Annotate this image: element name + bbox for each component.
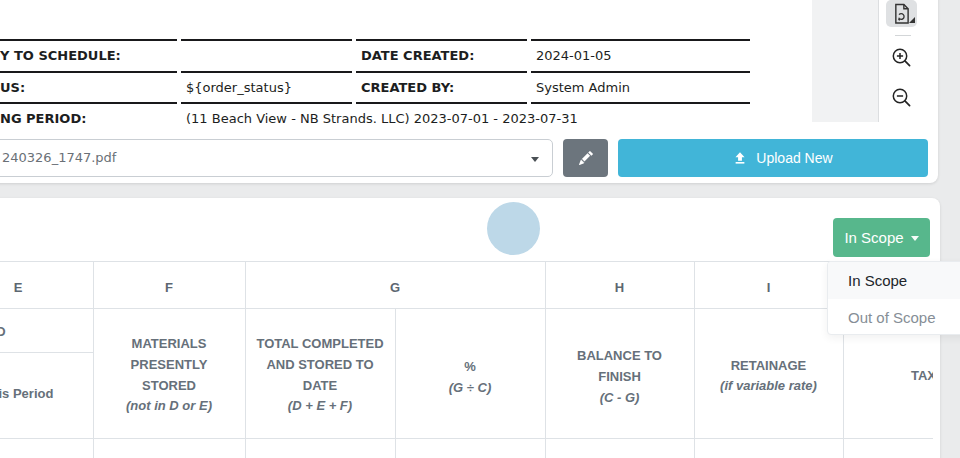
header-percent: % (395, 356, 545, 377)
continuation-sheet-table: E F G H I WORK COMPLETED This Period MAT… (0, 261, 933, 458)
header-this-period: This Period (0, 383, 93, 404)
column-letter-g: G (245, 280, 545, 296)
header-percent-note: (G ÷ C) (395, 377, 545, 398)
highlight-circle (487, 202, 540, 255)
zoom-out-button[interactable] (891, 87, 913, 113)
info-value-created-by: System Admin (536, 80, 630, 95)
caret-down-icon (911, 236, 919, 241)
info-table-line (0, 71, 177, 73)
corner-triangle-icon (909, 17, 915, 23)
header-work-completed: WORK COMPLETED (0, 321, 93, 342)
column-letter-i: I (694, 280, 843, 296)
page-rotate-icon (893, 3, 910, 25)
header-materials: MATERIALS PRESENTLY STORED (93, 333, 245, 396)
info-label-schedule: Y TO SCHEDULE: (0, 48, 121, 63)
info-table-line (0, 102, 177, 104)
pdf-viewer-edge (812, 0, 879, 122)
info-label-status: US: (0, 80, 25, 95)
scope-button-label: In Scope (844, 229, 903, 246)
info-table-line (181, 39, 352, 41)
menu-item-in-scope[interactable]: In Scope (828, 262, 960, 299)
zoom-in-icon (891, 47, 913, 69)
info-label-billing-period: NG PERIOD: (0, 111, 86, 126)
info-table-line (531, 39, 750, 41)
header-materials-note: (not in D or E) (93, 395, 245, 416)
info-table-line (0, 39, 177, 41)
info-table-line (181, 71, 352, 73)
table-border (0, 261, 933, 262)
column-letter-h: H (545, 280, 694, 296)
header-balance: BALANCE TO FINISH (545, 345, 694, 387)
info-table-line (356, 102, 527, 104)
upload-new-button[interactable]: Upload New (618, 139, 928, 177)
info-table-line (356, 39, 527, 41)
info-table-line (531, 71, 750, 73)
table-border (0, 438, 933, 439)
zoom-in-button[interactable] (891, 47, 913, 73)
menu-item-out-of-scope[interactable]: Out of Scope (828, 299, 960, 335)
header-total-note: (D + E + F) (245, 395, 395, 416)
header-balance-note: (C - G) (545, 387, 694, 408)
table-border (0, 308, 933, 309)
info-label-date-created: DATE CREATED: (361, 48, 474, 63)
zoom-out-icon (891, 87, 913, 109)
info-table-line (356, 71, 527, 73)
info-value-date-created: 2024-01-05 (536, 48, 612, 63)
info-table-line (181, 102, 352, 104)
column-letter-f: F (93, 280, 245, 296)
caret-down-icon (531, 157, 539, 162)
toolbar-divider (895, 35, 911, 36)
header-retainage-note: (if variable rate) (694, 375, 843, 396)
info-table-line (531, 102, 750, 104)
upload-icon (733, 151, 747, 165)
page: Y TO SCHEDULE: DATE CREATED: 2024-01-05 … (0, 0, 960, 458)
upload-new-label: Upload New (756, 150, 832, 166)
info-label-created-by: CREATED BY: (361, 80, 454, 95)
header-retainage: RETAINAGE (694, 355, 843, 376)
scope-dropdown-button[interactable]: In Scope (833, 218, 930, 257)
scope-dropdown-menu: In Scope Out of Scope (827, 261, 960, 335)
file-select-value: 240326_1747.pdf (2, 150, 116, 165)
edit-button[interactable] (563, 139, 608, 177)
column-letter-e: E (0, 280, 93, 296)
header-tax: TAX (843, 365, 933, 386)
info-value-billing-period: (11 Beach View - NB Strands. LLC) 2023-0… (186, 111, 578, 126)
table-border (0, 352, 93, 353)
pencil-icon (579, 151, 593, 165)
header-total-completed: TOTAL COMPLETED AND STORED TO DATE (245, 333, 395, 396)
info-value-status: ${order_status} (186, 80, 292, 95)
